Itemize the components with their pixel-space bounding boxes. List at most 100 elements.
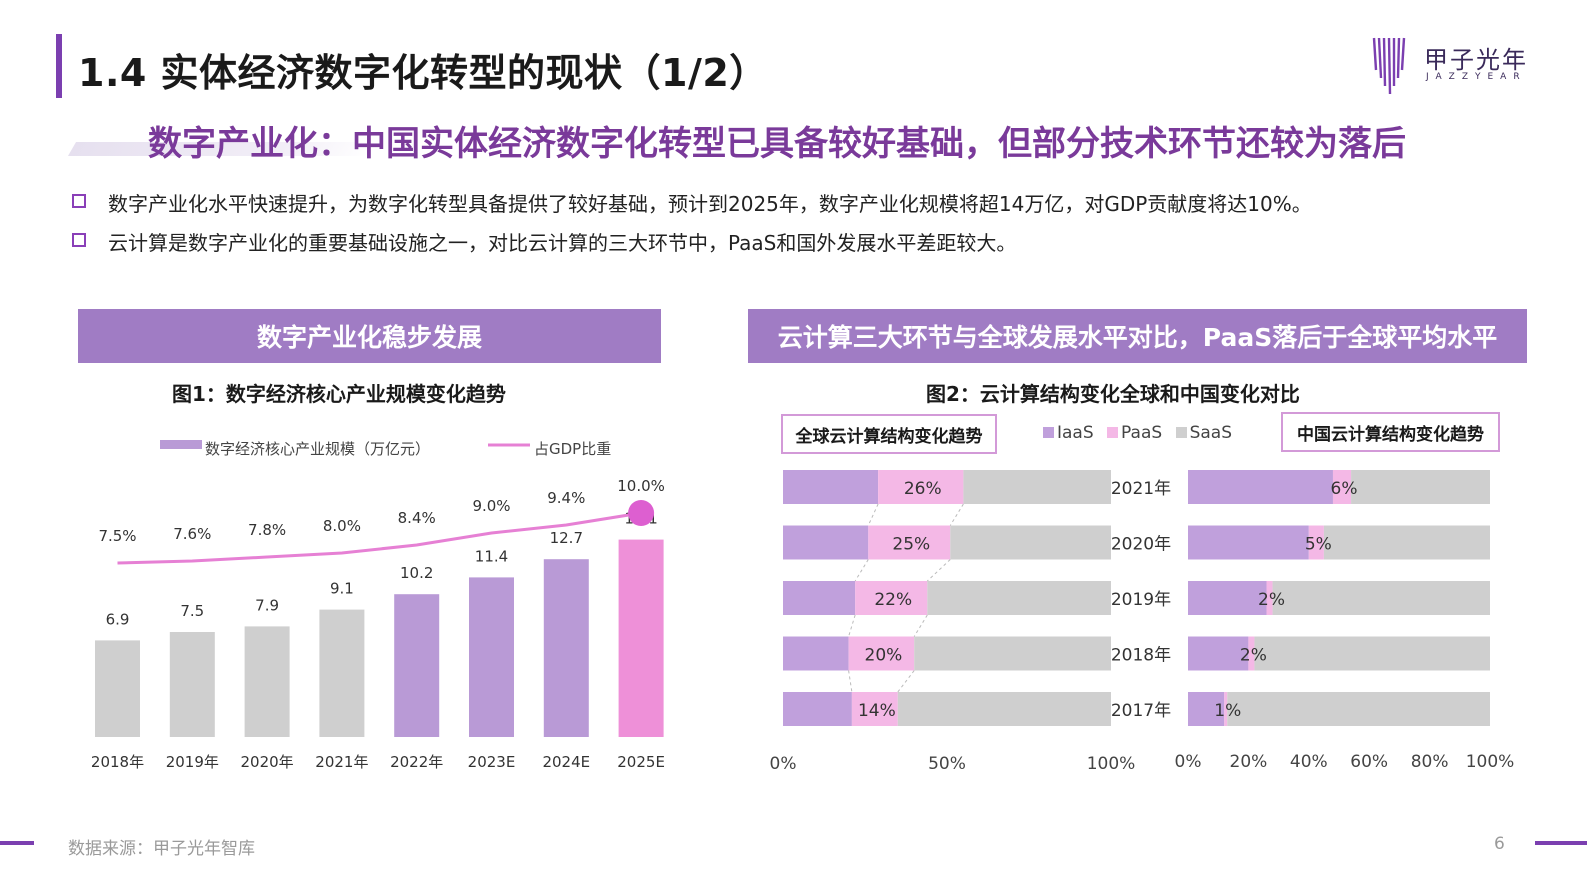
legend-bar-swatch: [160, 440, 202, 449]
x-tick-label: 2024E: [542, 753, 590, 771]
line-value-label: 7.8%: [248, 521, 286, 539]
jazzyear-logo-icon: [1372, 37, 1406, 95]
paas-legend-label: PaaS: [1121, 423, 1163, 443]
footer-accent-left: [0, 841, 34, 845]
saas-legend-swatch: [1175, 427, 1187, 438]
bar-value-label: 11.4: [475, 547, 508, 565]
china-paas-segment: [1224, 692, 1228, 726]
china-paas-segment: [1308, 525, 1324, 560]
global-connector-line: [848, 614, 856, 637]
global-saas-segment: [914, 636, 1111, 671]
china-saas-segment: [1254, 636, 1490, 671]
global-connector-line: [854, 559, 869, 582]
legend-line-label: 占GDP比重: [534, 440, 611, 458]
line-value-label: 9.0%: [472, 497, 510, 515]
global-saas-segment: [897, 692, 1111, 726]
china-iaas-segment: [1188, 581, 1267, 615]
global-paas-segment: [878, 470, 964, 504]
line-value-label: 10.0%: [617, 477, 665, 495]
line-value-label: 8.4%: [398, 509, 436, 527]
left-panel-header: 数字产业化稳步发展: [78, 309, 661, 363]
bar-value-label: 10.2: [400, 564, 433, 582]
china-x-tick-label: 0%: [1175, 752, 1202, 772]
global-iaas-segment: [783, 525, 869, 560]
x-tick-label: 2020年: [241, 753, 294, 771]
china-iaas-segment: [1188, 525, 1309, 560]
global-x-tick-label: 100%: [1087, 754, 1136, 774]
global-paas-value-label: 14%: [858, 701, 896, 721]
line-value-label: 9.4%: [547, 489, 585, 507]
cloud-legend: IaaS PaaS SaaS: [1043, 423, 1232, 443]
bar-2019年: [169, 632, 215, 737]
bullet-text: 数字产业化水平快速提升，为数字化转型具备提供了较好基础，预计到2025年，数字产…: [108, 192, 1312, 216]
footer-accent-right: [1535, 841, 1587, 845]
global-paas-value-label: 20%: [865, 646, 903, 666]
iaas-legend-label: IaaS: [1057, 423, 1094, 443]
bar-value-label: 7.5: [180, 602, 204, 620]
global-iaas-segment: [783, 692, 852, 726]
china-paas-value-label: 2%: [1258, 590, 1285, 610]
bar-2025E: [618, 539, 664, 737]
year-label: 2021年: [1111, 479, 1171, 499]
bullet-square-icon: [72, 233, 86, 247]
china-paas-value-label: 1%: [1214, 701, 1241, 721]
china-paas-value-label: 6%: [1331, 479, 1358, 499]
china-x-tick-label: 40%: [1290, 752, 1328, 772]
line-value-label: 7.5%: [98, 527, 136, 545]
page-subtitle: 数字产业化：中国实体经济数字化转型已具备较好基础，但部分技术环节还较为落后: [148, 124, 1406, 164]
x-tick-label: 2023E: [468, 753, 516, 771]
global-paas-segment: [848, 636, 915, 671]
global-iaas-segment: [783, 470, 879, 504]
global-connector-line: [913, 614, 928, 637]
china-saas-segment: [1323, 525, 1490, 560]
global-paas-value-label: 22%: [874, 590, 912, 610]
global-saas-segment: [950, 525, 1111, 560]
china-iaas-segment: [1188, 470, 1333, 504]
bar-2024E: [543, 559, 589, 737]
china-paas-value-label: 2%: [1240, 646, 1267, 666]
page-number: 6: [1494, 834, 1505, 854]
china-paas-segment: [1266, 581, 1273, 615]
china-saas-segment: [1272, 581, 1490, 615]
global-connector-line: [949, 503, 964, 526]
x-tick-label: 2018年: [91, 753, 144, 771]
china-saas-segment: [1351, 470, 1490, 504]
global-paas-segment: [851, 692, 898, 726]
year-label: 2017年: [1111, 701, 1171, 721]
global-connector-line: [848, 670, 853, 693]
x-tick-label: 2022年: [390, 753, 443, 771]
title-accent-bar: [56, 34, 62, 98]
gdp-share-line: [117, 511, 642, 565]
bullet-square-icon: [72, 194, 86, 208]
china-iaas-segment: [1188, 692, 1225, 726]
x-tick-label: 2021年: [315, 753, 368, 771]
line-value-label: 7.6%: [173, 525, 211, 543]
saas-legend-label: SaaS: [1189, 423, 1232, 443]
china-x-tick-label: 80%: [1411, 752, 1449, 772]
global-x-tick-label: 0%: [770, 754, 797, 774]
china-paas-value-label: 5%: [1305, 535, 1332, 555]
line-value-label: 8.0%: [323, 517, 361, 535]
global-paas-value-label: 26%: [904, 479, 942, 499]
bar-2023E: [469, 577, 514, 737]
global-chart-label: 全球云计算结构变化趋势: [781, 414, 997, 454]
year-label: 2020年: [1111, 535, 1171, 555]
china-x-tick-label: 100%: [1466, 752, 1515, 772]
page-title: 1.4 实体经济数字化转型的现状（1/2）: [78, 51, 768, 95]
line-endpoint-marker: [628, 500, 655, 526]
china-x-tick-label: 60%: [1350, 752, 1388, 772]
digital-economy-chart: 数字经济核心产业规模（万亿元） 占GDP比重 6.9 2018年 7.5 2019年 7.9…: [91, 440, 665, 771]
year-label: 2018年: [1111, 646, 1171, 666]
right-panel-header: 云计算三大环节与全球发展水平对比，PaaS落后于全球平均水平: [748, 309, 1527, 363]
logo-english-text: JAZZYEAR: [1426, 72, 1527, 82]
china-paas-segment: [1248, 636, 1255, 671]
paas-legend-swatch: [1107, 427, 1119, 438]
global-connector-line: [897, 670, 915, 693]
bar-2021年: [319, 609, 365, 737]
iaas-legend-swatch: [1043, 427, 1054, 438]
china-x-tick-label: 20%: [1230, 752, 1268, 772]
bar-value-label: 9.1: [330, 580, 354, 598]
bar-2018年: [95, 640, 140, 737]
china-chart-label: 中国云计算结构变化趋势: [1281, 412, 1500, 452]
x-tick-label: 2019年: [166, 753, 219, 771]
